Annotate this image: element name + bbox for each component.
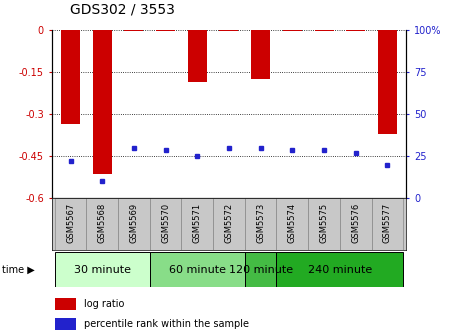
Bar — [308, 198, 340, 250]
Bar — [277, 198, 308, 250]
Bar — [245, 252, 277, 287]
Bar — [346, 30, 365, 31]
Bar — [283, 30, 302, 31]
Text: time ▶: time ▶ — [2, 265, 35, 275]
Text: GSM5576: GSM5576 — [351, 202, 360, 243]
Text: GSM5569: GSM5569 — [129, 202, 138, 243]
Text: 60 minute: 60 minute — [169, 265, 226, 275]
Bar — [340, 198, 371, 250]
Bar — [156, 30, 175, 31]
Text: GSM5568: GSM5568 — [98, 202, 107, 243]
Text: GSM5574: GSM5574 — [288, 202, 297, 243]
Text: percentile rank within the sample: percentile rank within the sample — [84, 319, 249, 329]
Text: GDS302 / 3553: GDS302 / 3553 — [70, 3, 175, 17]
Bar — [150, 252, 245, 287]
Text: GSM5577: GSM5577 — [383, 202, 392, 243]
Bar — [87, 198, 118, 250]
Bar — [55, 252, 150, 287]
Text: GSM5571: GSM5571 — [193, 202, 202, 243]
Text: GSM5572: GSM5572 — [224, 202, 233, 243]
Bar — [220, 30, 238, 31]
Text: 30 minute: 30 minute — [74, 265, 131, 275]
Text: 240 minute: 240 minute — [308, 265, 372, 275]
Text: GSM5567: GSM5567 — [66, 202, 75, 243]
Text: GSM5570: GSM5570 — [161, 202, 170, 243]
Bar — [124, 30, 144, 31]
Bar — [188, 30, 207, 82]
Bar — [371, 198, 403, 250]
Text: 120 minute: 120 minute — [229, 265, 293, 275]
Bar — [93, 30, 112, 174]
Bar — [251, 30, 270, 79]
Text: log ratio: log ratio — [84, 299, 124, 309]
Bar — [245, 198, 277, 250]
Bar — [213, 198, 245, 250]
Bar — [118, 198, 150, 250]
Bar — [181, 198, 213, 250]
Bar — [277, 252, 403, 287]
Text: GSM5573: GSM5573 — [256, 202, 265, 243]
Bar — [55, 318, 76, 330]
Bar — [55, 198, 87, 250]
Bar — [314, 30, 334, 31]
Bar — [55, 298, 76, 310]
Bar — [61, 30, 80, 124]
Text: GSM5575: GSM5575 — [320, 202, 329, 243]
Bar — [378, 30, 397, 134]
Bar — [150, 198, 181, 250]
